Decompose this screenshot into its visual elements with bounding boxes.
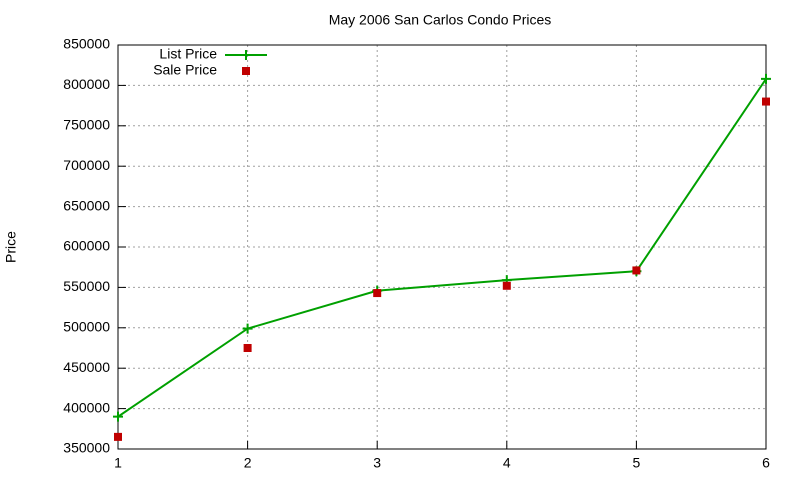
legend-marker — [241, 50, 251, 60]
y-tick-label: 500000 — [63, 319, 110, 335]
y-tick-label: 450000 — [63, 359, 110, 375]
y-tick-label: 800000 — [63, 76, 110, 92]
legend-label: Sale Price — [153, 62, 217, 78]
x-tick-label: 1 — [114, 455, 122, 471]
y-tick-label: 550000 — [63, 278, 110, 294]
data-point — [632, 266, 641, 275]
plot-border — [117, 44, 767, 450]
y-tick-label: 850000 — [63, 36, 110, 52]
y-tick-label: 700000 — [63, 157, 110, 173]
data-point — [114, 432, 122, 441]
series-line — [117, 78, 767, 418]
y-tick-label: 400000 — [63, 399, 110, 415]
x-tick-label: 4 — [503, 455, 511, 471]
y-tick-label: 350000 — [63, 440, 110, 456]
y-tick-label: 600000 — [63, 238, 110, 254]
x-tick-label: 2 — [244, 455, 252, 471]
y-tick-label: 650000 — [63, 197, 110, 213]
legend-marker — [242, 67, 250, 75]
data-point — [502, 281, 511, 290]
y-axis-label: Price — [3, 231, 19, 263]
y-tick-label: 750000 — [63, 117, 110, 133]
data-point — [762, 97, 770, 106]
data-point — [242, 323, 253, 334]
chart-title: May 2006 San Carlos Condo Prices — [329, 12, 552, 28]
data-point — [373, 289, 382, 298]
data-point — [761, 73, 771, 84]
x-tick-label: 5 — [633, 455, 641, 471]
x-tick-label: 6 — [762, 455, 770, 471]
x-tick-label: 3 — [373, 455, 381, 471]
legend-label: List Price — [159, 46, 217, 62]
data-point — [113, 411, 123, 422]
data-point — [243, 344, 252, 352]
